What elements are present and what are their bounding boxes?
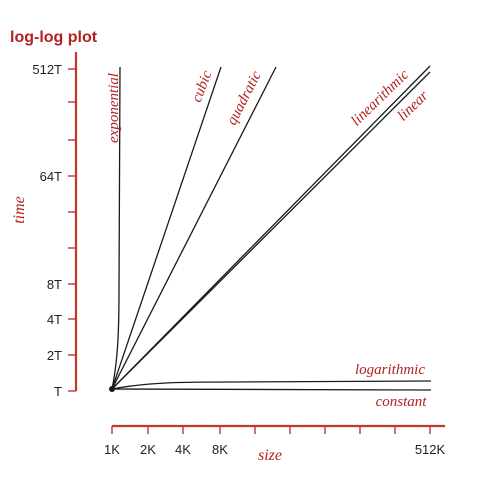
curve-label-exponential: exponential [106,73,122,143]
curve-label-cubic: cubic [189,68,216,104]
x-axis-label: size [258,447,282,464]
y-tick-label-t: T [54,384,62,399]
curve-logarithmic [111,380,432,390]
curve-label-linear: linear [395,88,432,125]
y-tick-label-64t: 64T [40,169,62,184]
curve-constant [111,388,432,391]
origin-point [109,386,115,392]
chart-title: log-log plot [10,29,98,46]
curve-linear [111,71,431,390]
curve-cubic [111,66,222,390]
x-tick-marks [111,426,431,434]
x-tick-label-4k: 4K [175,442,191,457]
curve-label-constant: constant [376,394,428,410]
curve-label-quadratic: quadratic [224,68,265,128]
x-tick-labels: 1K 2K 4K 8K 512K [104,442,445,457]
curve-label-logarithmic: logarithmic [355,362,425,378]
x-tick-label-1k: 1K [104,442,120,457]
y-tick-marks [68,68,76,392]
curve-linearithmic [111,65,431,390]
curve-quadratic [111,66,277,390]
y-tick-label-4t: 4T [47,312,62,327]
y-tick-label-512t: 512T [32,62,62,77]
y-tick-label-2t: 2T [47,348,62,363]
x-tick-label-2k: 2K [140,442,156,457]
x-tick-label-8k: 8K [212,442,228,457]
curve-exponential [111,66,121,390]
y-tick-label-8t: 8T [47,277,62,292]
y-tick-labels: T 2T 4T 8T 64T 512T [32,62,62,399]
y-axis-label: time [11,196,28,224]
x-tick-label-512k: 512K [415,442,446,457]
curves [111,65,432,391]
